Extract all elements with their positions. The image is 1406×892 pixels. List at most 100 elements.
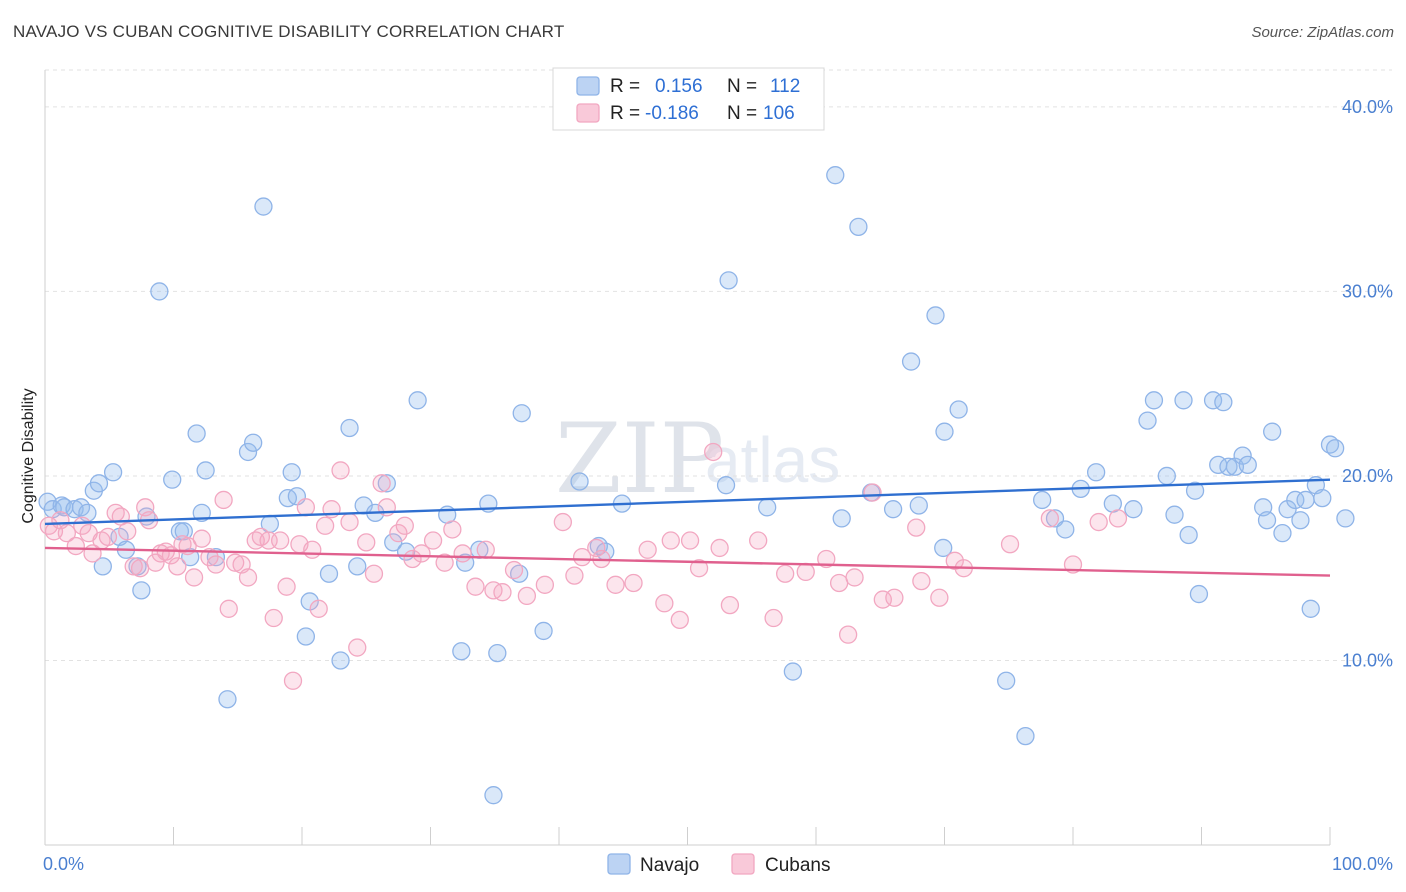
navajo-point-68 [901, 352, 921, 371]
navajo-trend-line [44, 478, 1331, 526]
navajo-point-101 [1273, 524, 1292, 543]
cubans-point-59 [443, 520, 462, 539]
navajo-point-65 [849, 217, 868, 236]
cubans-point-13 [124, 557, 143, 576]
navajo-point-76 [1033, 490, 1052, 510]
cubans-point-39 [283, 671, 303, 690]
navajo-point-28 [254, 197, 273, 216]
cubans-point-56 [412, 544, 431, 563]
cubans-point-82 [710, 538, 729, 558]
navajo-point-94 [1219, 457, 1238, 476]
navajo-point-50 [484, 786, 503, 805]
watermark-atlas: atlas [705, 424, 840, 496]
navajo-point-111 [1336, 509, 1355, 528]
navajo-point-24 [206, 547, 226, 567]
navajo-point-9 [93, 557, 112, 576]
bottom-legend-navajo: Navajo [640, 855, 699, 876]
cubans-point-65 [504, 560, 524, 580]
cubans-point-24 [184, 568, 204, 587]
cubans-point-62 [476, 540, 495, 559]
cubans-point-58 [435, 553, 454, 572]
cubans-point-103 [1089, 512, 1108, 532]
navajo-point-23 [196, 461, 215, 480]
navajo-point-14 [132, 581, 151, 600]
bottom-legend: Navajo Cubans [607, 853, 831, 876]
navajo-point-67 [883, 500, 903, 519]
navajo-point-96 [1233, 446, 1252, 465]
navajo-point-8 [89, 474, 109, 493]
navajo-point-61 [758, 498, 777, 517]
cubans-point-51 [372, 474, 391, 493]
cubans-point-28 [214, 490, 233, 510]
navajo-point-97 [1238, 455, 1257, 475]
cubans-point-50 [364, 564, 384, 583]
bottom-legend-swatch-navajo [607, 853, 631, 875]
cubans-point-104 [1108, 509, 1128, 528]
cubans-point-67 [535, 575, 555, 594]
navajo-point-70 [926, 306, 945, 325]
y-tick-label-3: 40.0% [1342, 97, 1393, 117]
navajo-point-38 [348, 557, 367, 576]
navajo-point-103 [1286, 490, 1305, 510]
cubans-point-70 [572, 547, 592, 567]
cubans-point-46 [331, 461, 350, 480]
cubans-point-87 [796, 562, 815, 582]
axes [44, 70, 1331, 846]
cubans-point-37 [271, 531, 290, 550]
navajo-point-63 [826, 166, 845, 185]
cubans-point-76 [655, 594, 674, 613]
navajo-point-86 [1165, 505, 1184, 524]
navajo-point-35 [319, 564, 339, 583]
bottom-legend-swatch-cubans [731, 853, 755, 875]
cubans-point-79 [680, 531, 700, 550]
cubans-point-61 [466, 577, 485, 596]
legend-n-label-navajo: N = [727, 76, 757, 97]
navajo-point-41 [377, 474, 396, 493]
cubans-point-90 [838, 625, 858, 644]
x-tick-label-1: 100.0% [1332, 854, 1393, 874]
cubans-point-49 [357, 533, 376, 552]
cubans-point-96 [912, 571, 931, 591]
navajo-point-36 [331, 651, 350, 670]
cubans-point-44 [315, 516, 335, 535]
navajo-point-37 [340, 418, 359, 438]
cubans-point-48 [348, 638, 367, 657]
cubans-point-86 [776, 564, 795, 583]
navajo-point-90 [1189, 584, 1209, 604]
legend-n-value-cubans: 106 [763, 103, 795, 124]
chart-title: NAVAJO VS CUBAN COGNITIVE DISABILITY COR… [13, 22, 565, 41]
navajo-point-100 [1263, 422, 1282, 441]
cubans-point-26 [200, 547, 219, 567]
navajo-point-99 [1257, 511, 1277, 530]
cubans-point-71 [587, 538, 606, 558]
navajo-point-106 [1301, 599, 1320, 618]
cubans-point-93 [873, 590, 892, 609]
navajo-point-64 [832, 509, 851, 528]
navajo-point-69 [909, 496, 928, 515]
navajo-point-27 [244, 433, 263, 452]
cubans-point-38 [277, 577, 296, 596]
navajo-point-89 [1185, 481, 1205, 500]
navajo-point-82 [1124, 500, 1143, 519]
cubans-point-25 [192, 529, 211, 548]
navajo-point-21 [187, 424, 206, 443]
legend-r-value-navajo: 0.156 [655, 76, 703, 97]
cubans-point-73 [606, 575, 625, 594]
legend-r-label-navajo: R = [610, 76, 640, 97]
cubans-point-43 [309, 599, 328, 618]
cubans-point-29 [219, 599, 238, 618]
navajo-point-108 [1313, 488, 1332, 508]
cubans-point-57 [423, 531, 443, 550]
cubans-point-80 [689, 559, 709, 578]
y-ticks: 10.0% 20.0% 30.0% 40.0% [1342, 97, 1393, 671]
navajo-point-71 [934, 538, 953, 558]
cubans-point-42 [303, 540, 322, 559]
navajo-point-17 [163, 470, 182, 489]
legend-swatch-navajo [576, 76, 600, 96]
navajo-point-44 [408, 391, 427, 410]
cubans-point-91 [845, 568, 864, 587]
navajo-point-74 [997, 671, 1016, 690]
navajo-point-93 [1214, 392, 1233, 412]
cubans-point-14 [130, 559, 150, 578]
